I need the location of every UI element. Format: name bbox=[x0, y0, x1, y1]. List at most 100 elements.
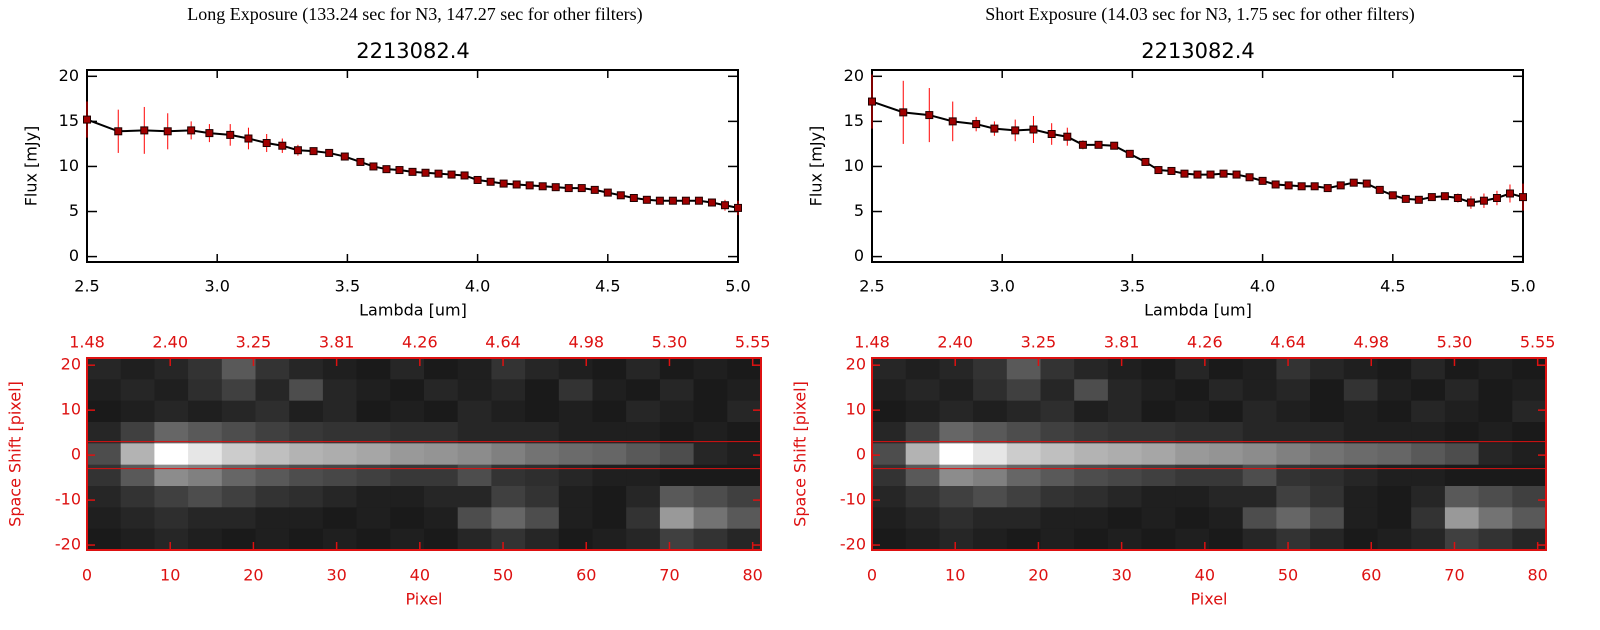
chart-title: 2213082.4 bbox=[1141, 39, 1255, 63]
image-pixel bbox=[1478, 400, 1513, 423]
image-pixel bbox=[973, 507, 1008, 530]
image-pixel bbox=[356, 422, 391, 444]
image-pixel bbox=[322, 528, 358, 551]
image-pixel bbox=[1175, 528, 1210, 551]
x-axis-label: Pixel bbox=[1190, 590, 1227, 609]
image-pixel bbox=[1107, 528, 1143, 551]
image-pixel bbox=[1040, 528, 1075, 551]
x2-tick-label: 3.25 bbox=[1021, 333, 1057, 352]
image-pixel bbox=[525, 422, 560, 444]
image-pixel bbox=[188, 486, 223, 508]
image-pixel bbox=[1006, 464, 1041, 487]
image-pixel bbox=[390, 486, 425, 508]
image-pixel bbox=[626, 358, 661, 380]
image-pixel bbox=[1074, 443, 1109, 466]
image-pixel bbox=[1209, 507, 1244, 530]
x-tick-label: 2.5 bbox=[859, 277, 884, 296]
image-pixel bbox=[693, 443, 728, 466]
image-pixel bbox=[1411, 464, 1446, 487]
image-pixel bbox=[973, 528, 1008, 551]
x-tick-label: 60 bbox=[576, 566, 596, 585]
flux-marker bbox=[1125, 149, 1134, 158]
flux-marker bbox=[205, 129, 214, 138]
image-pixel bbox=[221, 464, 256, 487]
x-tick-label: 50 bbox=[493, 566, 513, 585]
flux-marker bbox=[525, 181, 534, 190]
image-pixel bbox=[727, 443, 762, 466]
y-tick-label: 20 bbox=[61, 355, 81, 374]
image-pixel bbox=[1242, 422, 1277, 444]
image-pixel bbox=[1141, 443, 1176, 466]
image-pixel bbox=[1377, 528, 1412, 551]
flux-marker bbox=[990, 124, 999, 133]
image-pixel bbox=[1107, 400, 1143, 423]
image-pixel bbox=[1377, 464, 1412, 487]
flux-marker bbox=[1193, 170, 1202, 179]
image-pixel bbox=[525, 507, 560, 530]
panel-heading: Long Exposure (133.24 sec for N3, 147.27… bbox=[187, 4, 642, 25]
flux-marker bbox=[434, 169, 443, 178]
flux-marker bbox=[408, 167, 417, 176]
image-pixel bbox=[390, 400, 425, 423]
flux-marker bbox=[577, 184, 586, 193]
image-pixel bbox=[1107, 464, 1143, 487]
image-pixel bbox=[525, 486, 560, 508]
image-pixel bbox=[424, 422, 459, 444]
image-pixel bbox=[120, 400, 155, 423]
flux-marker bbox=[948, 117, 957, 126]
flux-marker bbox=[309, 147, 318, 156]
flux-marker bbox=[1401, 194, 1410, 203]
image-pixel bbox=[390, 464, 425, 487]
image-pixel bbox=[390, 422, 425, 444]
image-pixel bbox=[255, 358, 290, 380]
image-pixel bbox=[1074, 358, 1109, 380]
image-pixel bbox=[1040, 422, 1075, 444]
image-pixel bbox=[1006, 528, 1041, 551]
image-pixel bbox=[558, 486, 593, 508]
image-pixel bbox=[1141, 358, 1176, 380]
image-pixel bbox=[1444, 507, 1480, 530]
image-pixel bbox=[1310, 400, 1345, 423]
image-pixel bbox=[154, 507, 189, 530]
flux-marker bbox=[382, 165, 391, 174]
image-pixel bbox=[1006, 443, 1041, 466]
image-pixel bbox=[1175, 379, 1210, 402]
image-pixel bbox=[1242, 528, 1277, 551]
flux-marker bbox=[278, 141, 287, 150]
x-tick-label: 20 bbox=[1028, 566, 1048, 585]
image-pixel bbox=[255, 379, 290, 402]
image-pixel bbox=[693, 464, 728, 487]
image-pixel bbox=[525, 400, 560, 423]
x2-tick-label: 5.30 bbox=[652, 333, 688, 352]
image-pixel bbox=[626, 486, 661, 508]
image-pixel bbox=[872, 507, 907, 530]
image-pixel bbox=[289, 358, 324, 380]
image-pixel bbox=[255, 507, 290, 530]
chart-title: 2213082.4 bbox=[356, 39, 470, 63]
image-pixel bbox=[939, 507, 974, 530]
image-pixel bbox=[1512, 486, 1547, 508]
image-pixel bbox=[626, 464, 661, 487]
image-pixel bbox=[1310, 464, 1345, 487]
image-pixel bbox=[120, 379, 155, 402]
image-pixel bbox=[1006, 422, 1041, 444]
x2-tick-label: 4.26 bbox=[402, 333, 438, 352]
image-pixel bbox=[424, 400, 459, 423]
x-tick-label: 4.0 bbox=[465, 277, 490, 296]
image-pixel bbox=[905, 443, 940, 466]
image-pixel bbox=[1006, 400, 1041, 423]
image-pixel bbox=[1276, 422, 1311, 444]
image-pixel bbox=[1107, 507, 1143, 530]
image-pixel bbox=[154, 379, 189, 402]
image-pixel bbox=[1478, 528, 1513, 551]
image-pixel bbox=[87, 358, 122, 380]
image-pixel bbox=[188, 464, 223, 487]
image-pixel bbox=[424, 528, 459, 551]
image-pixel bbox=[255, 528, 290, 551]
image-pixel bbox=[1209, 379, 1244, 402]
image-pixel bbox=[693, 358, 728, 380]
x2-tick-label: 2.40 bbox=[937, 333, 973, 352]
flux-marker bbox=[616, 191, 625, 200]
image-pixel bbox=[356, 528, 391, 551]
x-tick-label: 80 bbox=[1527, 566, 1547, 585]
